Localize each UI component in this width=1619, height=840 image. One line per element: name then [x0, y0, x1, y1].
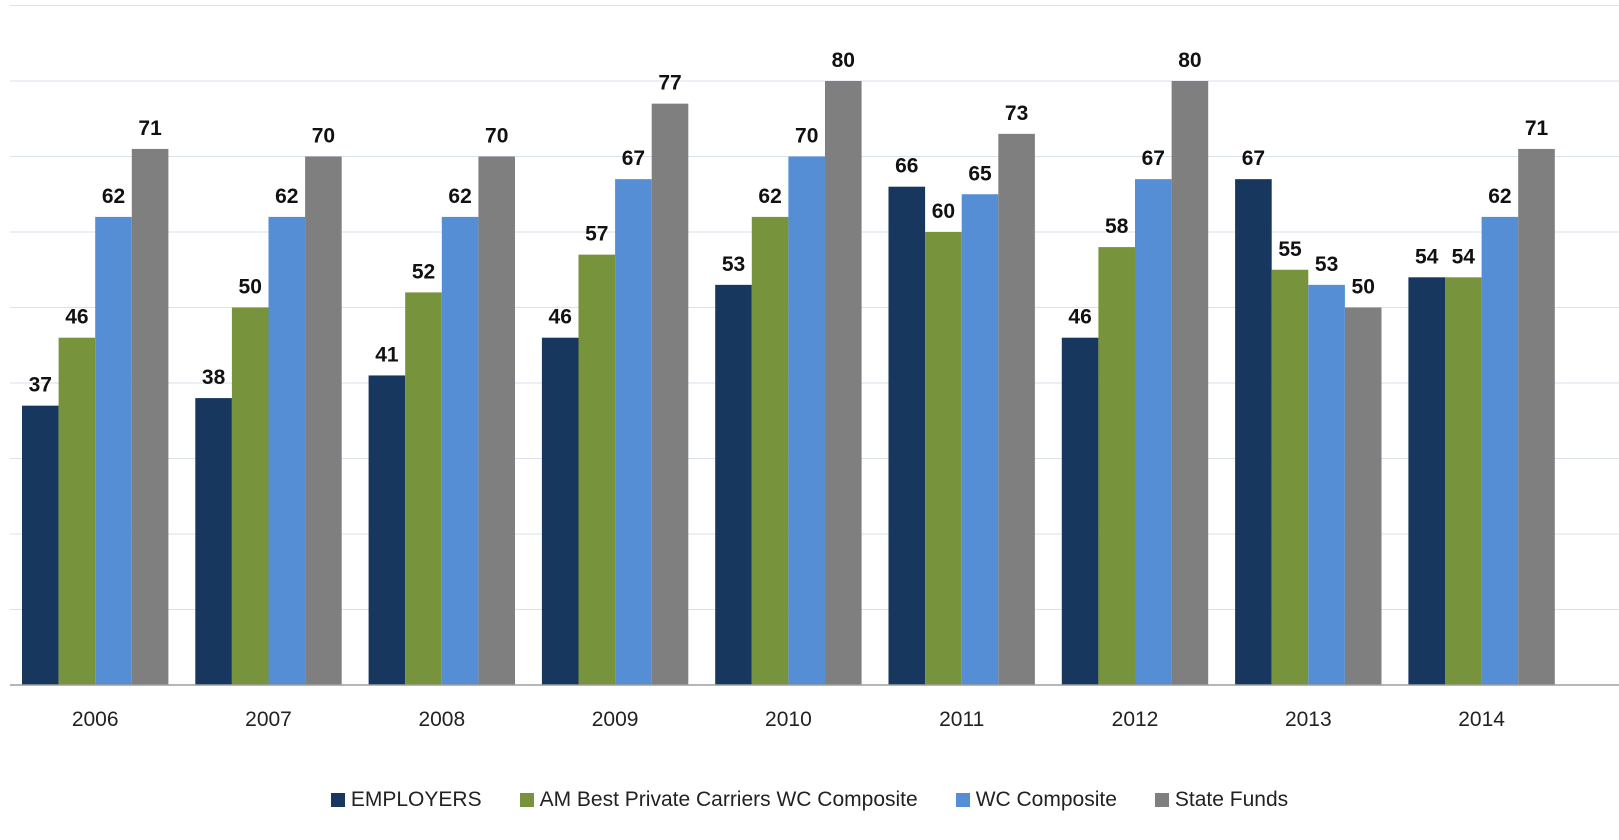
bar-2014-1	[1445, 277, 1482, 685]
data-label-2009-0: 46	[549, 306, 572, 329]
bar-2011-0	[888, 186, 926, 685]
bar-2010-2	[788, 156, 825, 685]
legend: EMPLOYERS AM Best Private Carriers WC Co…	[0, 780, 1619, 820]
bar-2006-2	[95, 216, 132, 685]
legend-label-am-best: AM Best Private Carriers WC Composite	[539, 788, 918, 811]
bar-2013-1	[1271, 269, 1309, 685]
x-tick-label-2007: 2007	[245, 708, 292, 731]
bar-2009-0	[541, 337, 579, 685]
bar-2009-3	[651, 103, 689, 685]
data-label-2010-3: 80	[832, 49, 855, 72]
x-tick-label-2008: 2008	[418, 708, 465, 731]
bar-2009-1	[578, 254, 616, 685]
legend-swatch-wc-composite	[955, 793, 970, 807]
legend-item-state-funds: State Funds	[1154, 788, 1289, 812]
bar-2014-0	[1408, 277, 1445, 685]
legend-swatch-employers	[330, 793, 345, 807]
data-label-2010-0: 53	[722, 253, 745, 276]
bar-2007-3	[305, 156, 342, 685]
legend-swatch-state-funds	[1154, 793, 1169, 807]
bar-2007-2	[268, 216, 306, 685]
bar-2009-2	[615, 179, 652, 685]
data-label-2013-3: 50	[1352, 276, 1375, 299]
bar-2006-0	[22, 405, 59, 685]
bar-2007-0	[195, 398, 232, 685]
bar-2011-3	[998, 133, 1035, 686]
data-label-2014-0: 54	[1415, 245, 1439, 268]
bar-2008-0	[368, 375, 406, 685]
bars	[22, 81, 1555, 686]
data-label-2011-0: 66	[895, 155, 918, 178]
data-label-2014-1: 54	[1452, 245, 1476, 268]
data-label-2012-1: 58	[1105, 215, 1129, 238]
bar-2010-3	[825, 81, 862, 685]
x-tick-label-2011: 2011	[939, 708, 984, 731]
data-label-2012-2: 67	[1142, 147, 1165, 170]
data-label-2006-0: 37	[29, 374, 52, 397]
data-label-2007-1: 50	[239, 276, 262, 299]
x-tick-label-2014: 2014	[1458, 708, 1505, 731]
data-label-2010-1: 62	[758, 185, 781, 208]
legend-item-am-best: AM Best Private Carriers WC Composite	[519, 788, 918, 812]
bar-2014-2	[1481, 216, 1519, 685]
data-label-2009-1: 57	[585, 223, 608, 246]
bar-2006-1	[58, 337, 96, 685]
data-label-2014-2: 62	[1488, 185, 1511, 208]
data-label-2008-3: 70	[485, 125, 508, 148]
bar-2013-2	[1308, 284, 1345, 685]
legend-label-wc-composite: WC Composite	[975, 788, 1117, 811]
legend-label-state-funds: State Funds	[1174, 788, 1289, 811]
bar-2012-2	[1135, 179, 1172, 685]
bar-2010-1	[751, 216, 789, 685]
data-labels: 37 46 62 71 2006 38 50 62 70 2007 41 52 62 70 2008 46 57…	[29, 49, 1549, 731]
data-label-2006-1: 46	[65, 306, 88, 329]
bar-2012-0	[1061, 337, 1099, 685]
bar-2010-0	[715, 284, 752, 685]
bar-2011-2	[961, 194, 999, 685]
data-label-2011-1: 60	[932, 200, 955, 223]
data-label-2006-3: 71	[138, 117, 162, 140]
x-tick-label-2010: 2010	[765, 708, 812, 731]
data-label-2010-2: 70	[795, 125, 818, 148]
data-label-2009-3: 77	[658, 72, 681, 95]
data-label-2008-1: 52	[412, 260, 435, 283]
data-label-2009-2: 67	[622, 147, 645, 170]
data-label-2012-3: 80	[1178, 49, 1201, 72]
data-label-2008-2: 62	[448, 185, 471, 208]
bar-2008-3	[478, 156, 515, 685]
bar-2014-3	[1518, 148, 1555, 685]
data-label-2011-3: 73	[1005, 102, 1028, 125]
legend-label-employers: EMPLOYERS	[350, 788, 482, 811]
bar-2008-2	[441, 216, 479, 685]
data-label-2013-0: 67	[1242, 147, 1265, 170]
data-label-2007-3: 70	[312, 125, 335, 148]
bar-2012-1	[1098, 247, 1135, 685]
data-label-2006-2: 62	[102, 185, 125, 208]
bar-2007-1	[231, 307, 269, 685]
data-label-2007-2: 62	[275, 185, 298, 208]
legend-swatch-am-best	[519, 793, 534, 807]
data-label-2012-0: 46	[1068, 306, 1091, 329]
bar-2013-3	[1344, 307, 1382, 685]
x-tick-label-2009: 2009	[592, 708, 639, 731]
data-label-2008-0: 41	[375, 343, 399, 366]
legend-item-employers: EMPLOYERS	[330, 788, 482, 812]
x-tick-label-2013: 2013	[1285, 708, 1332, 731]
bar-2006-3	[131, 148, 169, 685]
data-label-2013-2: 53	[1315, 253, 1338, 276]
data-label-2014-3: 71	[1525, 117, 1549, 140]
legend-item-wc-composite: WC Composite	[955, 788, 1117, 812]
data-label-2013-1: 55	[1278, 238, 1302, 261]
bar-2012-3	[1171, 81, 1209, 685]
bar-2008-1	[405, 292, 442, 685]
bar-2011-1	[925, 232, 962, 685]
x-tick-label-2006: 2006	[72, 708, 119, 731]
data-label-2007-0: 38	[202, 366, 226, 389]
data-label-2011-2: 65	[968, 162, 992, 185]
bar-2013-0	[1235, 179, 1272, 685]
x-tick-label-2012: 2012	[1112, 708, 1159, 731]
